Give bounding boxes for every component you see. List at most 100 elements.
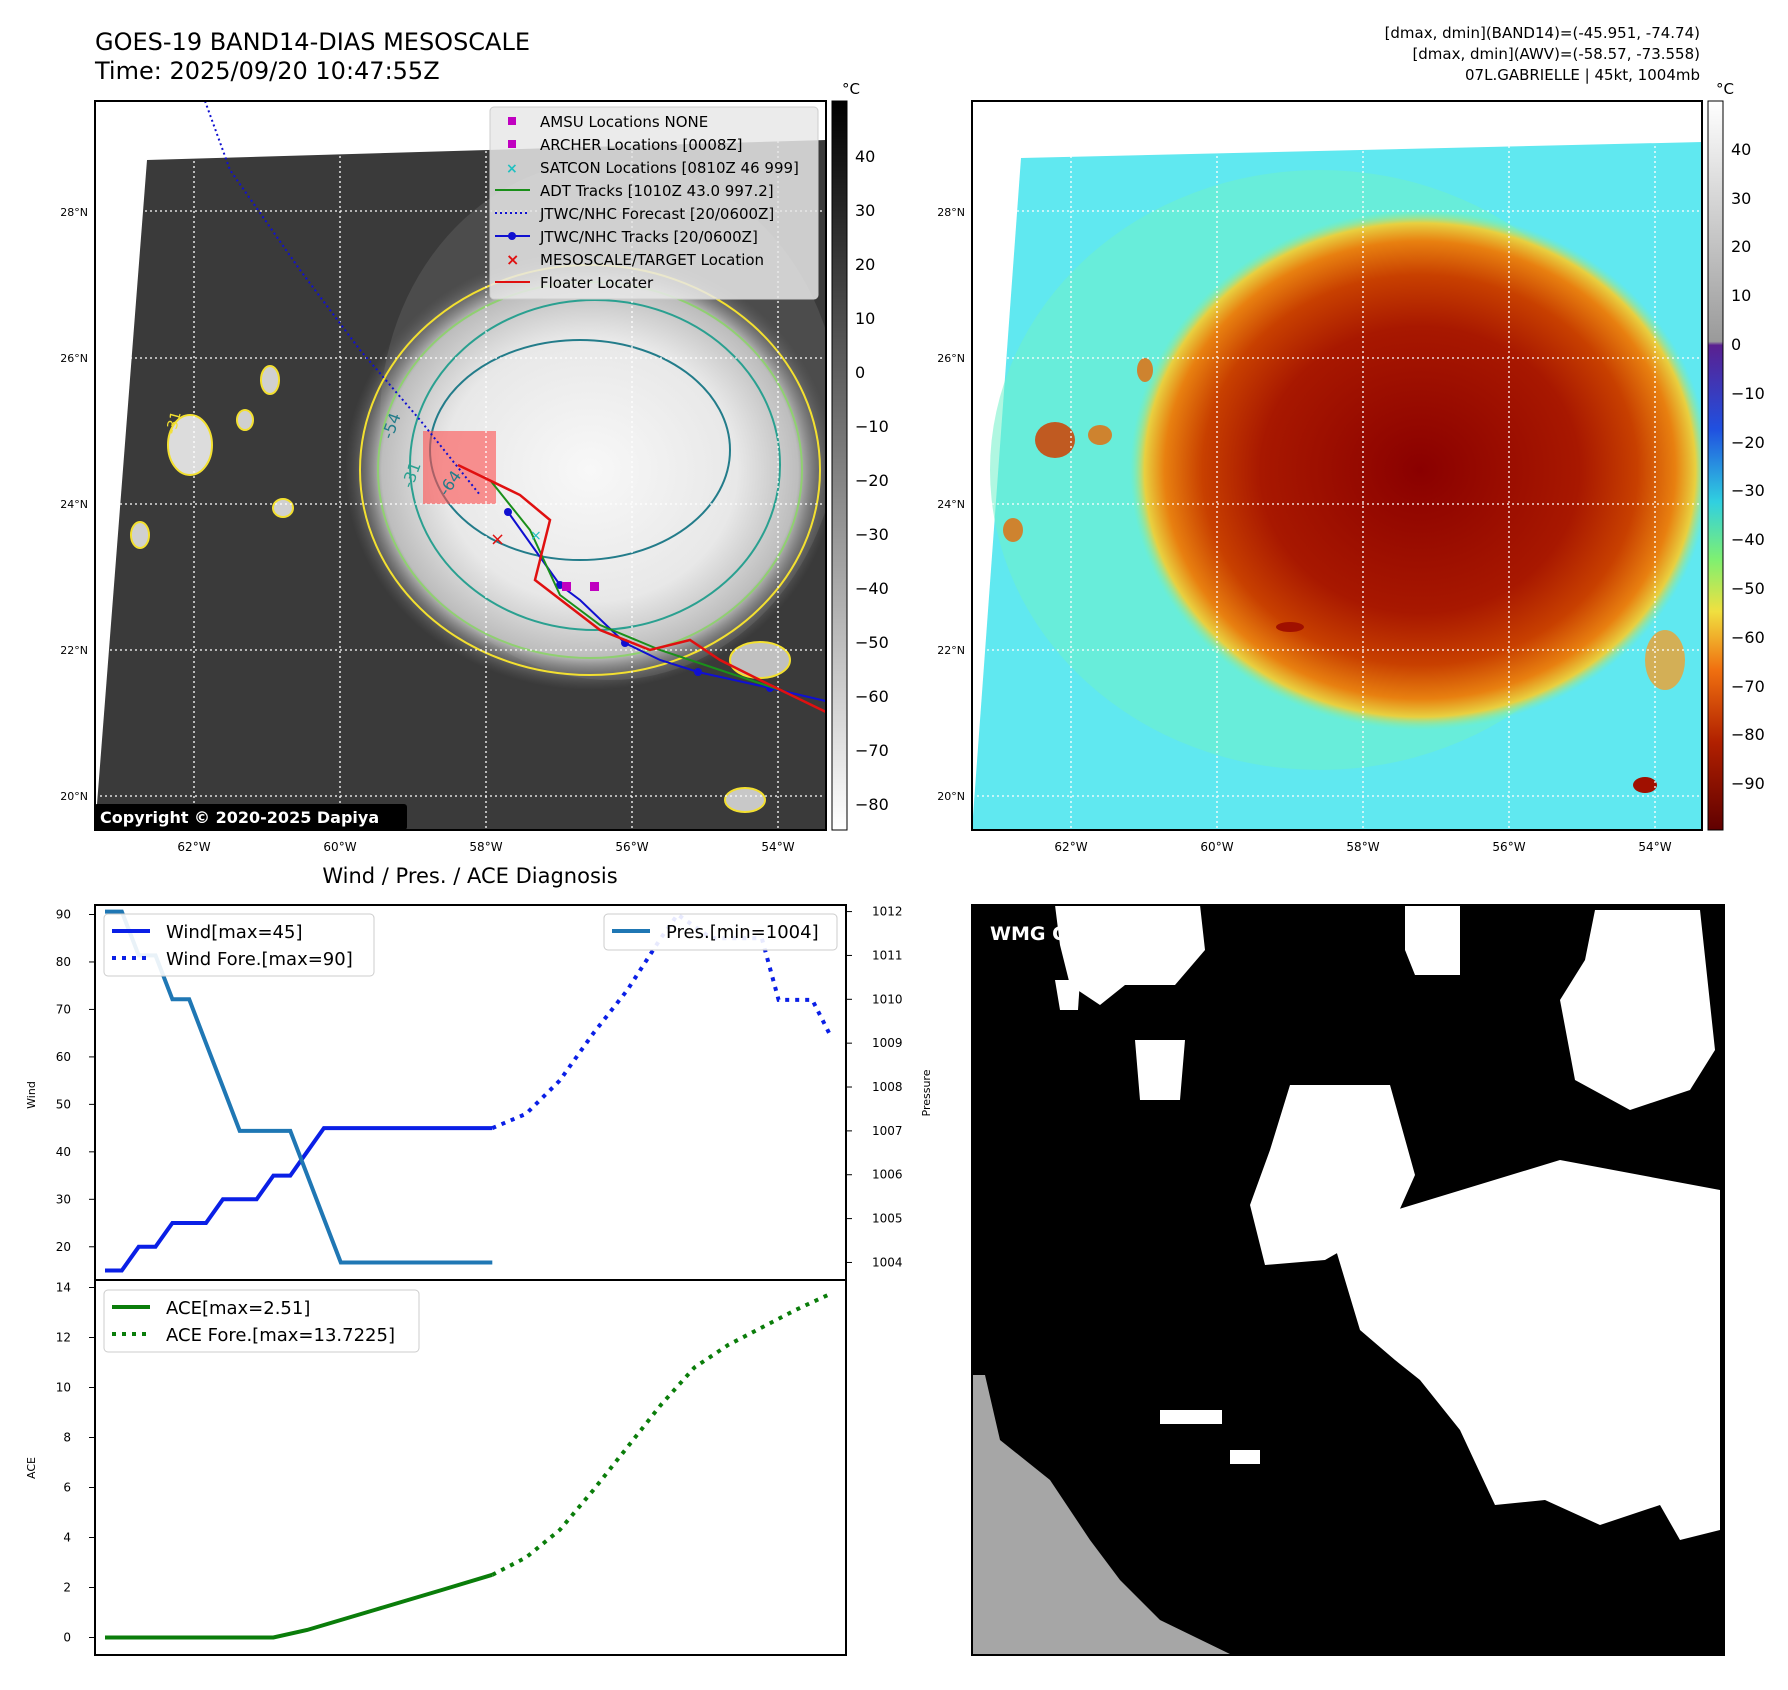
stats-line3: 07L.GABRIELLE | 45kt, 1004mb [1465,66,1700,84]
awv-cb-tick: −60 [1731,628,1765,647]
pressure-tick-label: 1010 [872,992,903,1006]
wind-tick-label: 20 [56,1240,71,1254]
legend-label: ACE Fore.[max=13.7225] [166,1325,395,1346]
pressure-legend: Pres.[min=1004] [603,913,838,951]
lon-label: 60°W [1200,840,1233,854]
legend-marker [508,117,516,125]
floater-box [423,431,496,504]
awv-cb-tick: −70 [1731,677,1765,696]
pressure-tick-label: 1009 [872,1036,903,1050]
awv-map-panel: 28°N 26°N 24°N 22°N 20°N 62°W 60°W 58°W … [937,100,1703,854]
ir-cb-tick: 10 [855,309,875,328]
wmg-panel: WMG Count: 0 [971,904,1725,1656]
wmg-blob [1330,1160,1720,1540]
ir-legend: AMSU Locations NONE ARCHER Locations [00… [489,106,819,300]
wind-line [105,1126,493,1273]
legend-marker [508,140,516,148]
pressure-tick-label: 1005 [872,1212,903,1226]
wmg-blob [1405,905,1460,975]
ace-tick-label: 8 [63,1431,71,1445]
wmg-blob [1160,1410,1222,1424]
ace-tick-label: 6 [63,1481,71,1495]
pressure-line [105,909,493,1265]
ir-cb-tick: 0 [855,363,865,382]
awv-cb-tick: 40 [1731,140,1751,159]
legend-label: ACE[max=2.51] [166,1298,310,1319]
awv-cb-tick: −40 [1731,530,1765,549]
wind-pressure-chart: Wind Pressure 20 30 40 50 60 70 80 90 1004 1005 1… [25,904,933,1281]
ace-line [105,1572,493,1640]
awv-gridlines [972,101,1702,830]
ir-tracks: × × [204,101,826,714]
ace-tick-label: 0 [63,1631,71,1645]
ace-tick-label: 4 [63,1531,71,1545]
awv-colorbar-unit: °C [1716,80,1734,98]
ir-cb-tick: −20 [855,471,889,490]
ir-cb-tick: −40 [855,579,889,598]
lon-label: 62°W [177,840,210,854]
pressure-tick-label: 1011 [872,948,903,962]
wmg-blob [1560,910,1715,1110]
pressure-tick-label: 1007 [872,1124,903,1138]
svg-text:×: × [490,529,505,550]
awv-colorbar: °C 40 30 20 10 0 −10 −20 −30 −40 −50 −60… [1707,80,1765,831]
awv-cb-tick: 10 [1731,286,1751,305]
lon-label: 58°W [1346,840,1379,854]
pressure-tick-label: 1012 [872,905,903,919]
lon-label: 62°W [1054,840,1087,854]
lat-label: 22°N [60,644,88,657]
lon-label: 60°W [323,840,356,854]
lon-label: 56°W [615,840,648,854]
ace-forecast-line [491,1292,831,1577]
wind-tick-label: 50 [56,1097,71,1111]
awv-cb-tick: −50 [1731,579,1765,598]
ir-cb-tick: −10 [855,417,889,436]
lat-label: 24°N [937,498,965,511]
contour-label: -31 [163,410,184,436]
lat-label: 24°N [60,498,88,511]
wind-forecast-line [491,911,831,1130]
legend-label: Pres.[min=1004] [666,922,819,943]
ir-cb-tick: −70 [855,741,889,760]
ir-cb-tick: −80 [855,795,889,814]
awv-cb-tick: −80 [1731,725,1765,744]
ace-chart: ACE 0 2 4 6 8 10 12 14 ACE[max=2.51] ACE Fore.[… [25,1279,847,1656]
legend-label: Wind Fore.[max=90] [166,949,353,970]
ace-legend: ACE[max=2.51] ACE Fore.[max=13.7225] [103,1289,420,1353]
lat-label: 22°N [937,644,965,657]
lat-label: 28°N [60,206,88,219]
ir-map-panel: × × -54 -31 -64 -31 AMSU Locations NONE … [60,100,827,854]
wind-legend: Wind[max=45] Wind Fore.[max=90] [103,913,375,977]
title-line2: Time: 2025/09/20 10:47:55Z [94,57,440,85]
ace-axis-label: ACE [25,1457,38,1479]
ir-cb-tick: 30 [855,201,875,220]
wind-tick-label: 30 [56,1192,71,1206]
wind-tick-label: 40 [56,1145,71,1159]
legend-label: ADT Tracks [1010Z 43.0 997.2] [540,182,774,200]
title-line1: GOES-19 BAND14-DIAS MESOSCALE [95,28,530,56]
stats-line2: [dmax, dmin](AWV)=(-58.57, -73.558) [1412,45,1700,63]
legend-label: Wind[max=45] [166,922,303,943]
ace-tick-label: 2 [63,1581,71,1595]
copyright: Copyright © 2020-2025 Dapiya [100,808,379,827]
legend-label: SATCON Locations [0810Z 46 999] [540,159,799,177]
ace-tick-label: 14 [56,1281,71,1295]
forecast-track [204,101,481,496]
legend-marker: × [506,250,519,269]
legend-label: ARCHER Locations [0008Z] [540,136,743,154]
lat-label: 20°N [937,790,965,803]
awv-cb-tick: −90 [1731,774,1765,793]
ace-tick-label: 12 [56,1331,71,1345]
copyright-box [94,804,407,830]
wmg-land-mask [972,1375,1232,1655]
pressure-tick-label: 1008 [872,1080,903,1094]
legend-label: AMSU Locations NONE [540,113,708,131]
legend-marker: × [506,161,518,177]
legend-label: Floater Locater [540,274,654,292]
wind-tick-label: 80 [56,955,71,969]
ir-cb-tick: −30 [855,525,889,544]
wind-axis-label: Wind [25,1081,38,1109]
legend-label: JTWC/NHC Forecast [20/0600Z] [539,205,774,223]
awv-cb-tick: −30 [1731,481,1765,500]
